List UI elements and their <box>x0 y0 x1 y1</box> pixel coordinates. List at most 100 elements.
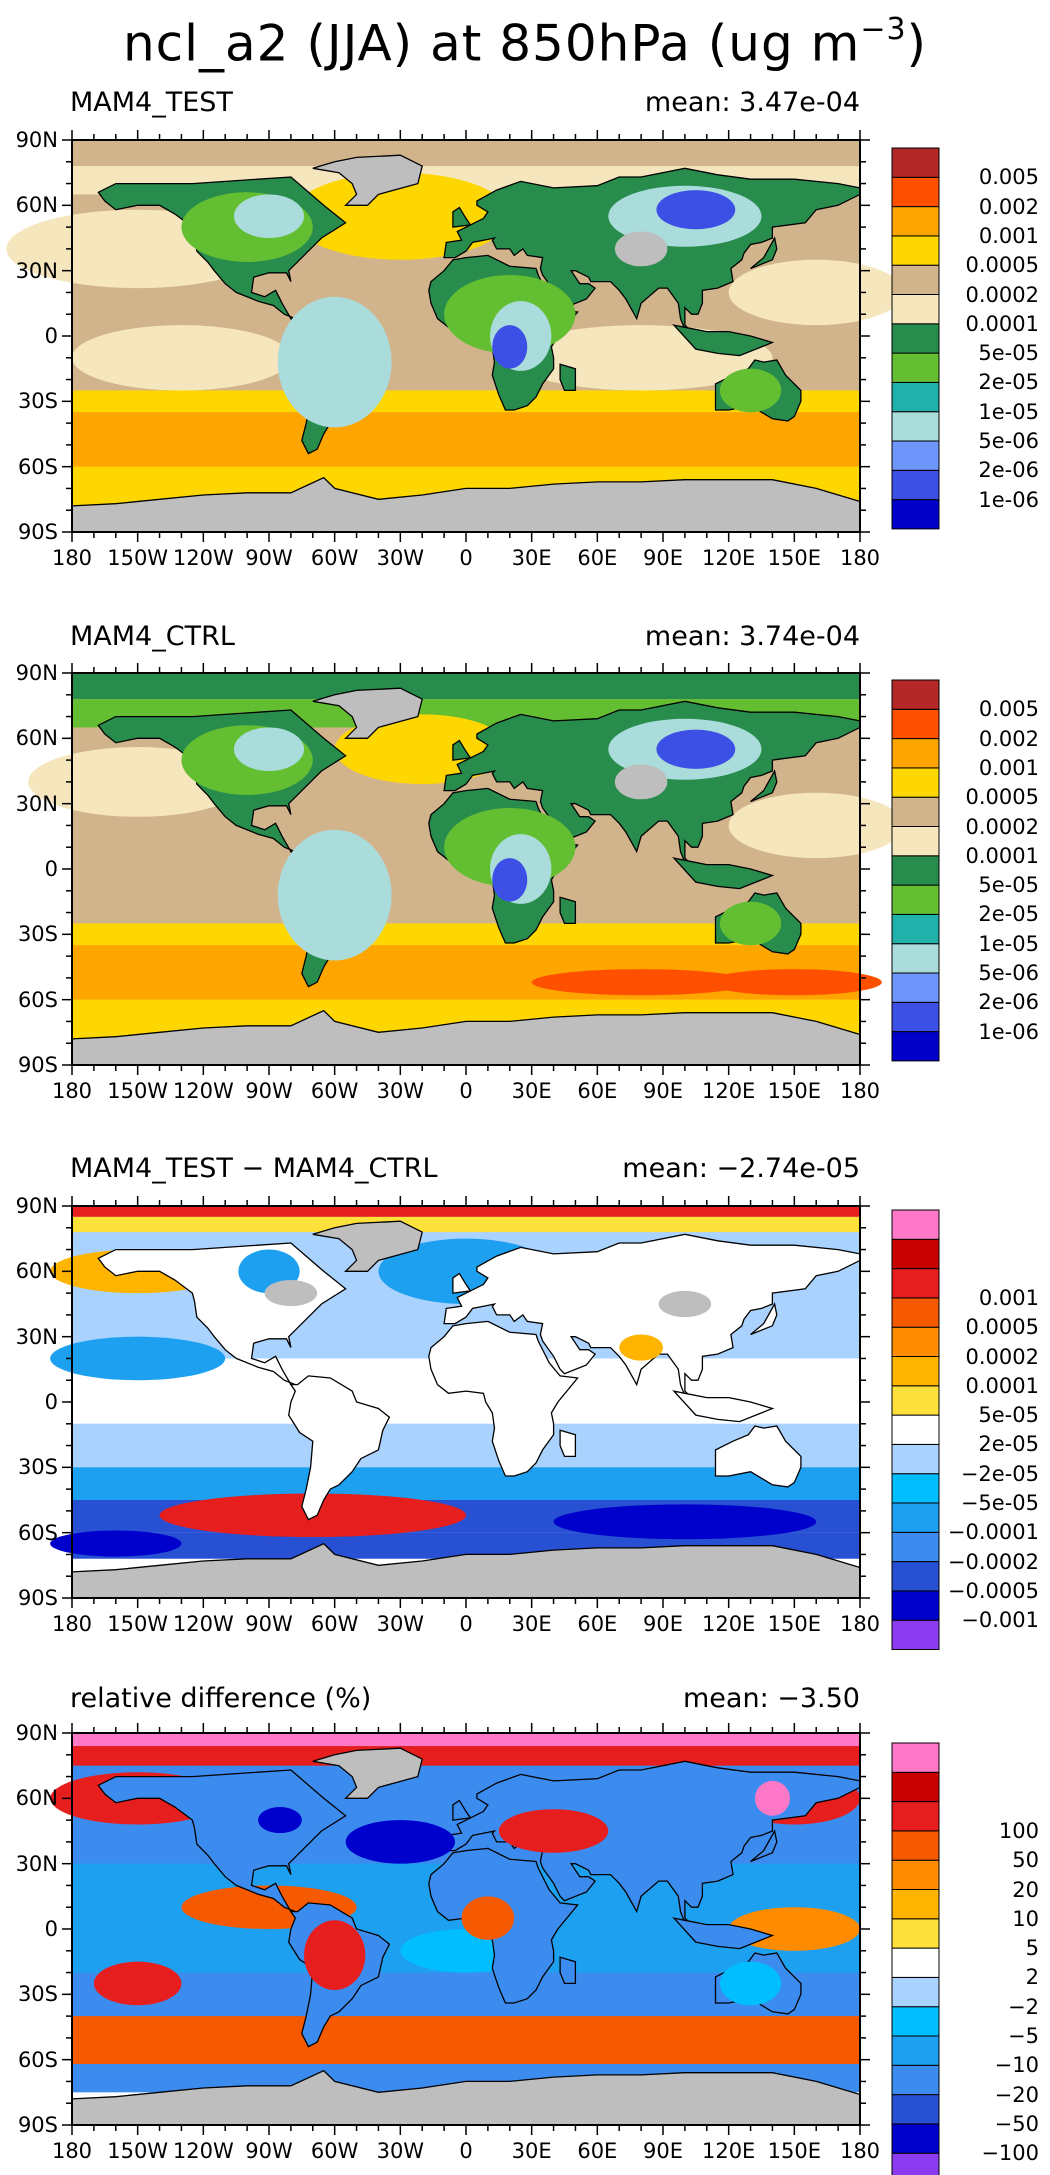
coastline-eurasia <box>443 1233 861 1401</box>
colorbar-swatch <box>891 1742 940 1773</box>
lat-label: 0 <box>44 1390 58 1414</box>
colorbar-swatch <box>891 323 940 354</box>
coastline-namerica <box>97 1769 347 1913</box>
lon-label: 60E <box>577 1079 618 1103</box>
lon-label: 90E <box>643 2139 683 2163</box>
lat-label: 90N <box>15 128 58 152</box>
lon-label: 150E <box>767 1079 821 1103</box>
lon-label: 180 <box>51 546 93 570</box>
map-panel-2 <box>28 663 904 1075</box>
colorbar-label: 1e-06 <box>978 1019 1039 1044</box>
colorbar-swatch <box>891 1918 940 1949</box>
field-band <box>72 673 860 700</box>
colorbar-label: −10 <box>994 2053 1039 2078</box>
colorbar-label: 5e-05 <box>978 1403 1039 1428</box>
lon-label: 180 <box>51 2139 93 2163</box>
colorbar-label: 0.0005 <box>965 785 1039 810</box>
lat-label: 0 <box>44 1917 58 1941</box>
coastline-africa <box>428 1320 579 1477</box>
land-field-blob <box>498 1809 609 1853</box>
colorbar-label: 1e-06 <box>978 487 1039 512</box>
colorbar-label: 0.0002 <box>965 282 1039 307</box>
colorbar-swatch <box>891 206 940 237</box>
lat-label: 90S <box>17 2113 58 2137</box>
colorbar-swatch <box>891 855 940 886</box>
colorbar-swatch <box>891 176 940 208</box>
colorbar-label: 0.0002 <box>965 1344 1039 1369</box>
lon-label: 90W <box>245 546 293 570</box>
colorbar-label: −5e-05 <box>960 1491 1039 1515</box>
colorbar-label: 0.005 <box>978 697 1039 722</box>
lon-label: 30W <box>376 1612 425 1636</box>
field-band <box>72 444 860 467</box>
coastline-greenland <box>312 687 423 739</box>
lon-label: 120W <box>172 1612 234 1636</box>
lon-label: 120E <box>701 546 756 570</box>
lon-label: 180 <box>839 2139 881 2163</box>
colorbar-label: 0.005 <box>978 165 1039 190</box>
colorbar-label: 50 <box>1012 1848 1039 1873</box>
coastline-indonesia <box>672 324 775 357</box>
land-field-blob <box>492 325 528 369</box>
field-blob <box>706 969 882 996</box>
field-band <box>72 1216 860 1233</box>
colorbar-swatch <box>891 826 940 857</box>
field-blob <box>728 259 904 326</box>
colorbar-label: −0.0005 <box>947 1578 1039 1603</box>
land-field-blob <box>264 1280 318 1307</box>
colorbar-swatch <box>891 1443 940 1475</box>
map-panel-3 <box>50 1196 870 1608</box>
lat-label: 0 <box>44 324 58 348</box>
colorbar-label: 2e-06 <box>978 458 1039 483</box>
lon-label: 90W <box>245 1612 293 1636</box>
panel-2-title: MAM4_CTRL <box>70 621 235 652</box>
colorbar-label: 0.0005 <box>965 1315 1039 1340</box>
land-field-blob <box>345 1820 456 1864</box>
lon-label: 150W <box>107 1079 169 1103</box>
coastline-madagascar <box>559 896 577 925</box>
lon-label: 0 <box>459 1612 473 1636</box>
field-band <box>72 1733 860 1747</box>
field-blob <box>50 1336 226 1381</box>
coastline-antarctica <box>71 1009 861 1066</box>
coastline-japan <box>750 236 778 270</box>
colorbar-swatch <box>891 796 940 828</box>
colorbar-label: 5e-05 <box>978 341 1039 366</box>
colorbar-label: −0.0002 <box>947 1549 1039 1574</box>
lon-label: 150W <box>107 546 169 570</box>
colorbar-label: 2 <box>1025 1965 1039 1990</box>
lon-label: 120W <box>172 1079 234 1103</box>
colorbar-label: 2e-05 <box>978 370 1039 395</box>
colorbar-swatch <box>891 1531 940 1563</box>
lat-label: 60S <box>17 2047 58 2072</box>
colorbar-label: 2e-05 <box>978 902 1039 927</box>
coastline-uk <box>452 739 472 761</box>
lon-label: 180 <box>839 1612 881 1636</box>
colorbar-swatch <box>891 1238 940 1270</box>
lon-label: 30E <box>511 2139 552 2163</box>
lat-label: 30S <box>17 922 58 947</box>
colorbar-swatch <box>891 1385 940 1416</box>
colorbar-label: −50 <box>994 2111 1039 2136</box>
lat-label: 0 <box>44 857 58 881</box>
colorbar-swatch <box>891 1771 940 1803</box>
panel-1-title: MAM4_TEST <box>70 87 233 118</box>
coastline-antarctica <box>71 476 861 533</box>
lon-label: 30W <box>376 1079 425 1103</box>
colorbar-label: 0.001 <box>978 223 1039 248</box>
colorbar-swatch <box>891 1209 940 1240</box>
coastline-madagascar <box>559 363 577 392</box>
lat-label: 90N <box>15 1194 58 1218</box>
lon-label: 0 <box>459 546 473 570</box>
lon-label: 30E <box>511 1612 552 1636</box>
colorbar-swatch <box>891 943 940 974</box>
colorbar-swatch <box>891 264 940 296</box>
colorbar-label: 10 <box>1012 1906 1039 1931</box>
lon-label: 180 <box>51 1612 93 1636</box>
land-field-blob <box>619 1334 663 1361</box>
lon-label: 120W <box>172 546 234 570</box>
figure-title: ncl_a2 (JJA) at 850hPa (ug m−3) <box>122 12 928 73</box>
lat-label: 60S <box>17 1520 58 1545</box>
coastline-uk <box>452 1799 472 1821</box>
